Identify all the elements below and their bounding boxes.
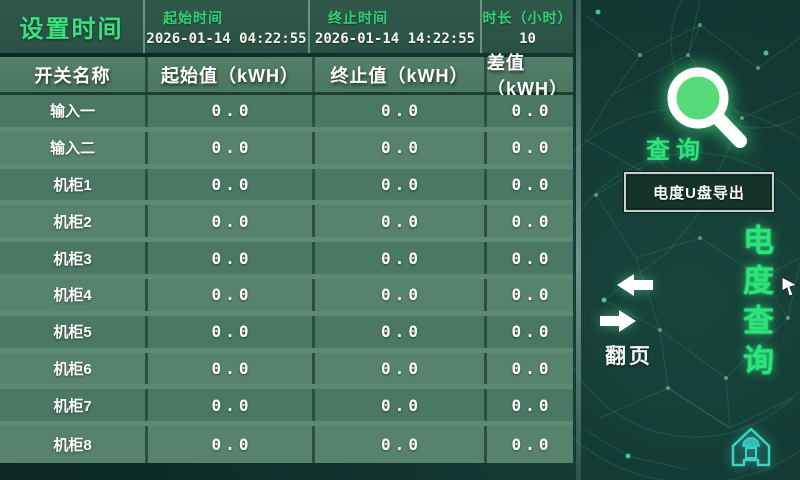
header-start-value: 起始值（kWH） <box>145 57 312 92</box>
row-diff-value: 0.0 <box>484 95 573 127</box>
set-time-button[interactable]: 设置时间 <box>0 0 145 53</box>
table-row: 输入一 0.0 0.0 0.0 <box>0 95 573 132</box>
table-row: 输入二 0.0 0.0 0.0 <box>0 131 573 169</box>
table-row: 机柜4 0.0 0.0 0.0 <box>0 278 573 316</box>
header-diff-value: 差值（kWH） <box>484 53 573 99</box>
panel-separator <box>576 0 581 480</box>
page-turn-label: 翻页 <box>605 345 653 368</box>
row-end-value: 0.0 <box>312 315 484 348</box>
row-name: 输入一 <box>49 103 95 121</box>
row-start-value: 0.0 <box>145 278 312 311</box>
row-diff-value: 0.0 <box>484 352 573 385</box>
row-diff-value: 0.0 <box>484 242 573 274</box>
row-end-value: 0.0 <box>312 242 484 274</box>
row-start-value: 0.0 <box>145 168 312 201</box>
time-settings-bar: 设置时间 起始时间 2026-01-14 04:22:55 终止时间 2026-… <box>0 0 573 53</box>
row-start-value: 0.0 <box>145 352 312 385</box>
row-end-value: 0.0 <box>312 278 484 311</box>
arrow-left-icon <box>617 274 653 296</box>
row-name: 机柜4 <box>53 287 92 305</box>
row-end-value: 0.0 <box>312 205 484 238</box>
table-row: 机柜7 0.0 0.0 0.0 <box>0 389 573 427</box>
start-time-value: 2026-01-14 04:22:55 <box>146 31 307 47</box>
row-name: 机柜3 <box>53 250 92 268</box>
set-time-label: 设置时间 <box>19 16 124 43</box>
table-row: 机柜8 0.0 0.0 0.0 <box>0 426 573 463</box>
energy-table: 输入一 0.0 0.0 0.0 输入二 0.0 0.0 0.0 机柜1 0.0 … <box>0 95 573 463</box>
row-end-value: 0.0 <box>312 389 484 422</box>
start-time-label: 起始时间 <box>163 10 223 26</box>
row-end-value: 0.0 <box>312 426 484 463</box>
search-icon <box>667 67 747 148</box>
row-diff-value: 0.0 <box>484 389 573 422</box>
row-start-value: 0.0 <box>145 205 312 238</box>
header-end-value: 终止值（kWH） <box>312 57 484 92</box>
table-row: 机柜6 0.0 0.0 0.0 <box>0 352 573 390</box>
next-page-button[interactable] <box>598 308 638 339</box>
header-switch-name: 开关名称 <box>34 65 111 86</box>
row-name: 机柜7 <box>53 397 92 415</box>
end-time-field: 终止时间 2026-01-14 14:22:55 <box>310 0 482 53</box>
row-diff-value: 0.0 <box>484 315 573 348</box>
row-diff-value: 0.0 <box>484 168 573 201</box>
table-row: 机柜5 0.0 0.0 0.0 <box>0 315 573 353</box>
arrow-right-icon <box>600 310 636 332</box>
row-start-value: 0.0 <box>145 131 312 164</box>
row-end-value: 0.0 <box>312 352 484 385</box>
duration-value: 10 <box>519 31 536 47</box>
table-header-row: 开关名称 起始值（kWH） 终止值（kWH） 差值（kWH） <box>0 53 573 99</box>
duration-field: 时长（小时） 10 <box>482 0 573 53</box>
row-name: 机柜8 <box>53 437 92 455</box>
row-end-value: 0.0 <box>312 131 484 164</box>
row-diff-value: 0.0 <box>484 278 573 311</box>
end-time-value: 2026-01-14 14:22:55 <box>314 31 476 47</box>
home-icon <box>731 427 771 467</box>
row-start-value: 0.0 <box>145 242 312 274</box>
start-time-field: 起始时间 2026-01-14 04:22:55 <box>145 0 310 53</box>
row-start-value: 0.0 <box>145 426 312 463</box>
query-button[interactable] <box>640 56 760 164</box>
end-time-label: 终止时间 <box>328 10 388 26</box>
row-name: 机柜2 <box>53 213 92 231</box>
row-name: 输入二 <box>49 140 95 158</box>
table-row: 机柜2 0.0 0.0 0.0 <box>0 205 573 243</box>
row-diff-value: 0.0 <box>484 205 573 238</box>
row-name: 机柜1 <box>53 176 92 194</box>
table-row: 机柜3 0.0 0.0 0.0 <box>0 242 573 279</box>
row-diff-value: 0.0 <box>484 131 573 164</box>
row-start-value: 0.0 <box>145 389 312 422</box>
usb-export-button[interactable]: 电度U盘导出 <box>624 172 774 212</box>
page-title: 电度查询 <box>738 224 773 384</box>
row-name: 机柜5 <box>53 324 92 342</box>
row-diff-value: 0.0 <box>484 426 573 463</box>
previous-page-button[interactable] <box>615 272 655 303</box>
row-name: 机柜6 <box>53 360 92 378</box>
row-start-value: 0.0 <box>145 315 312 348</box>
table-row: 机柜1 0.0 0.0 0.0 <box>0 168 573 206</box>
query-label: 查询 <box>646 137 706 164</box>
row-end-value: 0.0 <box>312 95 484 127</box>
duration-label: 时长（小时） <box>482 10 573 26</box>
home-button[interactable] <box>724 419 780 475</box>
row-start-value: 0.0 <box>145 95 312 127</box>
row-end-value: 0.0 <box>312 168 484 201</box>
